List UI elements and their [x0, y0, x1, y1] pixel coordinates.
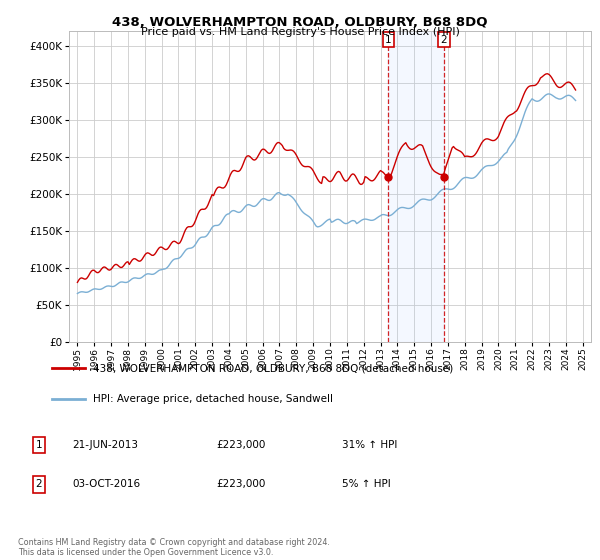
Bar — [388, 31, 443, 342]
Text: HPI: Average price, detached house, Sandwell: HPI: Average price, detached house, Sand… — [92, 394, 332, 404]
Text: Contains HM Land Registry data © Crown copyright and database right 2024.
This d: Contains HM Land Registry data © Crown c… — [18, 538, 330, 557]
Text: 5% ↑ HPI: 5% ↑ HPI — [342, 479, 391, 489]
Text: 03-OCT-2016: 03-OCT-2016 — [72, 479, 140, 489]
Text: 1: 1 — [35, 440, 43, 450]
Text: £223,000: £223,000 — [216, 479, 265, 489]
Text: 1: 1 — [385, 35, 392, 45]
Text: 21-JUN-2013: 21-JUN-2013 — [72, 440, 138, 450]
Text: Price paid vs. HM Land Registry's House Price Index (HPI): Price paid vs. HM Land Registry's House … — [140, 27, 460, 37]
Text: 2: 2 — [35, 479, 43, 489]
Text: £223,000: £223,000 — [216, 440, 265, 450]
Text: 438, WOLVERHAMPTON ROAD, OLDBURY, B68 8DQ: 438, WOLVERHAMPTON ROAD, OLDBURY, B68 8D… — [112, 16, 488, 29]
Text: 2: 2 — [440, 35, 447, 45]
Text: 31% ↑ HPI: 31% ↑ HPI — [342, 440, 397, 450]
Text: 438, WOLVERHAMPTON ROAD, OLDBURY, B68 8DQ (detached house): 438, WOLVERHAMPTON ROAD, OLDBURY, B68 8D… — [92, 363, 453, 374]
